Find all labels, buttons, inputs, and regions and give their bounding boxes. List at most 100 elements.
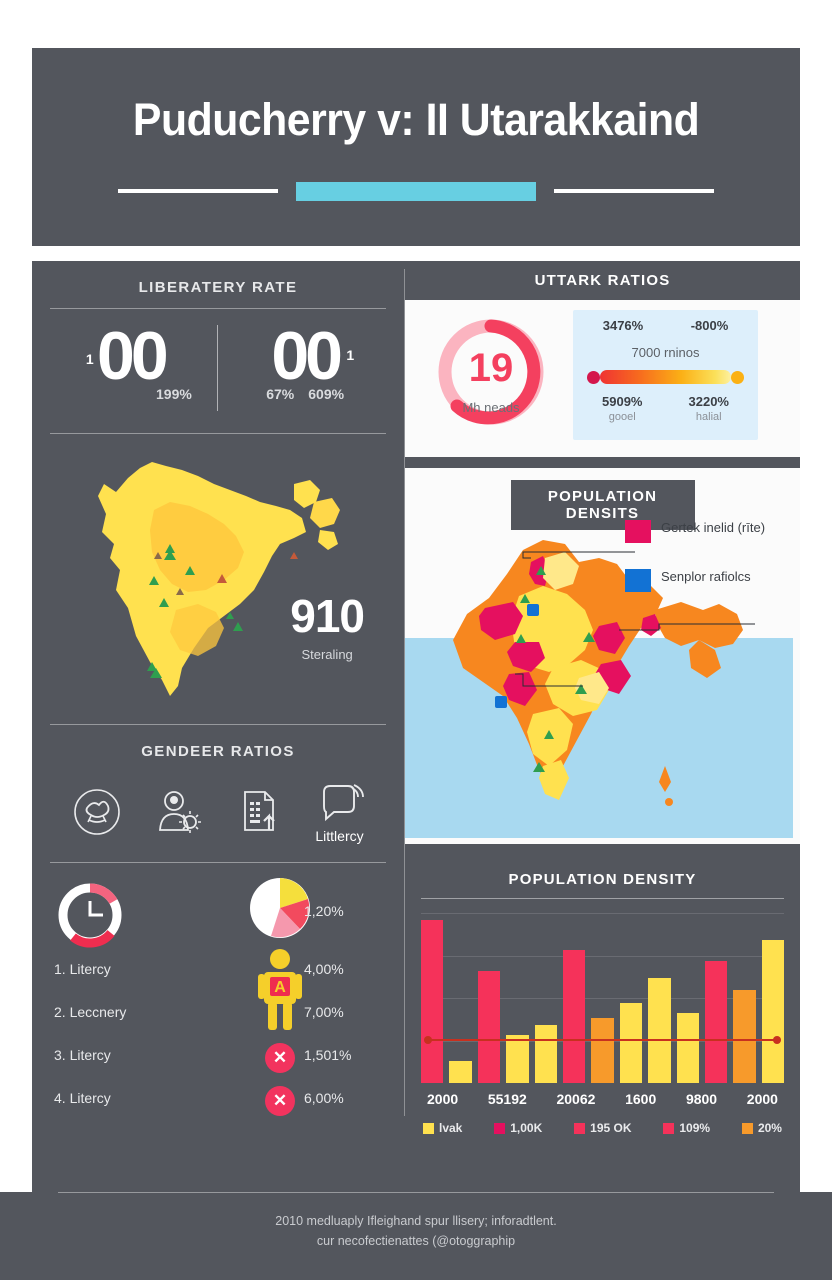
gradient-dot-left xyxy=(587,370,600,384)
map-big-number: 910 xyxy=(290,590,365,642)
gender-divider-bottom xyxy=(50,862,386,863)
stats-mid-column: A ✕ ✕ xyxy=(248,875,312,1116)
gradient-bottom-left-sub: gooel xyxy=(608,411,636,423)
right-column: UTTARK RATIOS 19 Mh neads xyxy=(405,261,800,1236)
list-value: 6,00% xyxy=(304,1089,344,1106)
gender-icon-cell-1[interactable] xyxy=(61,786,133,840)
map-big-label: Steraling xyxy=(301,647,353,662)
gender-icon-cell-3[interactable] xyxy=(223,786,295,840)
barchart-legend-swatch xyxy=(494,1122,506,1134)
density-map-legend: Gertek inelid (rīte) Senplor rafiolcs xyxy=(625,520,790,618)
barchart-bar xyxy=(421,919,444,1083)
gender-icon-cell-2[interactable] xyxy=(142,786,214,840)
barchart-x-label: 20062 xyxy=(556,1091,596,1107)
barchart-bar xyxy=(676,1013,699,1083)
barchart-x-label: 9800 xyxy=(685,1091,718,1107)
india-density-map-svg xyxy=(405,540,793,838)
footer-line-2: cur necofectienattes (@otoggraphip xyxy=(316,1234,516,1248)
barchart-legend-label: 195 OK xyxy=(590,1121,632,1135)
legend-row: Senplor rafiolcs xyxy=(625,569,790,592)
literacy-stats-separator xyxy=(217,325,219,411)
gradient-bottom-labels: 5909% gooel 3220% halial xyxy=(579,394,752,423)
literacy-stat-a-zeros: 00 xyxy=(97,318,169,394)
body-container: LIBERATERY RATE 00 1 199% 00 1 67% 609% xyxy=(32,261,800,1236)
barchart-bar xyxy=(648,977,671,1083)
header-rule-accent xyxy=(296,181,536,201)
barchart-bar xyxy=(704,960,728,1083)
x-badge-icon: ✕ xyxy=(265,1086,295,1116)
barchart-legend-label: 1,00K xyxy=(510,1121,543,1135)
literacy-section-title: LIBERATERY RATE xyxy=(138,279,298,296)
gradient-bottom-left-value: 5909% xyxy=(602,394,643,409)
stats-list-values: A ✕ ✕ 1,20% 4,00% 7,00% 1,501% 6,00% xyxy=(204,875,382,1119)
person-figure-icon: A xyxy=(258,949,302,1030)
gender-divider-top xyxy=(50,724,386,725)
population-density-map-card: POPULATION DENSITS xyxy=(405,468,800,844)
pie-chart-icon xyxy=(250,878,310,938)
barchart-trend-line xyxy=(424,1035,781,1044)
list-item[interactable]: 1. Litercy xyxy=(54,960,111,977)
barchart-title-rule xyxy=(421,898,784,899)
barchart-bar xyxy=(449,1060,472,1083)
barchart-title: POPULATION DENSITY xyxy=(508,871,697,888)
barchart-legend-item[interactable]: 1,00K xyxy=(494,1121,542,1135)
barchart-bar xyxy=(562,950,586,1083)
literacy-divider-top xyxy=(50,308,386,309)
footer-text: 2010 medluaply Ifleighand spur llisery; … xyxy=(0,1193,832,1251)
barchart-bar xyxy=(619,1003,643,1083)
density-map-title: POPULATION DENSITS xyxy=(510,480,695,530)
barchart-legend-item[interactable]: 109% xyxy=(663,1121,710,1135)
literacy-stat-b: 00 1 67% 609% xyxy=(230,318,380,402)
clock-donut-holder xyxy=(54,875,204,948)
legend-label: Senplor rafiolcs xyxy=(661,569,751,584)
gender-icon-cell-4[interactable]: Littlercy xyxy=(304,782,376,844)
map-big-stat: 910 Steraling xyxy=(290,590,365,662)
gradient-bottom-right-value: 3220% xyxy=(688,394,729,409)
header-rule-right xyxy=(554,189,714,193)
literacy-divider-bottom xyxy=(50,433,386,434)
gauge-center-text: 19 Mh neads xyxy=(421,348,561,415)
legend-label: Gertek inelid (rīte) xyxy=(661,520,766,535)
barchart-bars xyxy=(421,913,785,1083)
list-item[interactable]: 3. Litercy xyxy=(54,1046,111,1063)
gradient-top-left: 3476% xyxy=(602,318,644,333)
gradient-bottom-right: 3220% halial xyxy=(689,394,729,423)
ratios-card-title: UTTARK RATIOS xyxy=(405,261,800,300)
barchart-legend-item[interactable]: lvak xyxy=(423,1121,462,1135)
legend-row: Gertek inelid (rīte) xyxy=(625,520,790,543)
gradient-scale-panel: 3476% -800% 7000 rninos 5909% xyxy=(573,310,758,440)
barchart-legend: lvak 1,00K 195 OK 109% 20% xyxy=(421,1107,784,1135)
barchart-legend-item[interactable]: 20% xyxy=(741,1121,782,1135)
literacy-stat-a-sub: 199% xyxy=(156,385,192,402)
footer-line-1: 2010 medluaply Ifleighand spur llisery; … xyxy=(275,1214,557,1228)
list-value: 1,501% xyxy=(304,1046,352,1063)
barchart-bar xyxy=(591,1018,614,1083)
legend-swatch-blue xyxy=(625,569,651,592)
barchart-legend-swatch xyxy=(741,1122,753,1134)
clock-donut-icon xyxy=(58,883,122,948)
gradient-dot-right xyxy=(731,370,744,384)
barchart-legend-item[interactable]: 195 OK xyxy=(574,1121,632,1135)
person-gear-icon xyxy=(158,791,201,833)
header-rule-group xyxy=(118,181,714,201)
barchart-x-label: 1600 xyxy=(625,1091,657,1107)
barchart-x-axis: 2000 55192 20062 1600 9800 2000 xyxy=(421,1083,784,1107)
gauge-label: Mh neads xyxy=(462,400,520,415)
ratios-gauge: 19 Mh neads xyxy=(421,310,561,440)
footer-divider xyxy=(58,1192,774,1193)
literacy-stat-b-zeros: 00 xyxy=(271,318,343,394)
barchart-legend-label: 20% xyxy=(757,1121,782,1135)
gradient-top-labels: 3476% -800% xyxy=(579,318,752,333)
list-item[interactable]: 2. Leccnery xyxy=(54,1003,127,1020)
header-rule-left xyxy=(118,189,278,193)
legend-swatch-crimson xyxy=(625,520,651,543)
literacy-stat-a-badge: 1 xyxy=(85,351,94,367)
gauge-donut-icon xyxy=(438,319,544,425)
barchart-bar xyxy=(477,970,501,1083)
x-badge-icon: ✕ xyxy=(265,1043,295,1073)
gender-icon-caption-4: Littlercy xyxy=(315,828,364,844)
ratios-card-body: 19 Mh neads 3476% -800% 7000 rninos xyxy=(405,300,800,440)
list-item[interactable]: 4. Litercy xyxy=(54,1089,111,1106)
literacy-stat-b-sub-right: 609% xyxy=(308,385,345,402)
